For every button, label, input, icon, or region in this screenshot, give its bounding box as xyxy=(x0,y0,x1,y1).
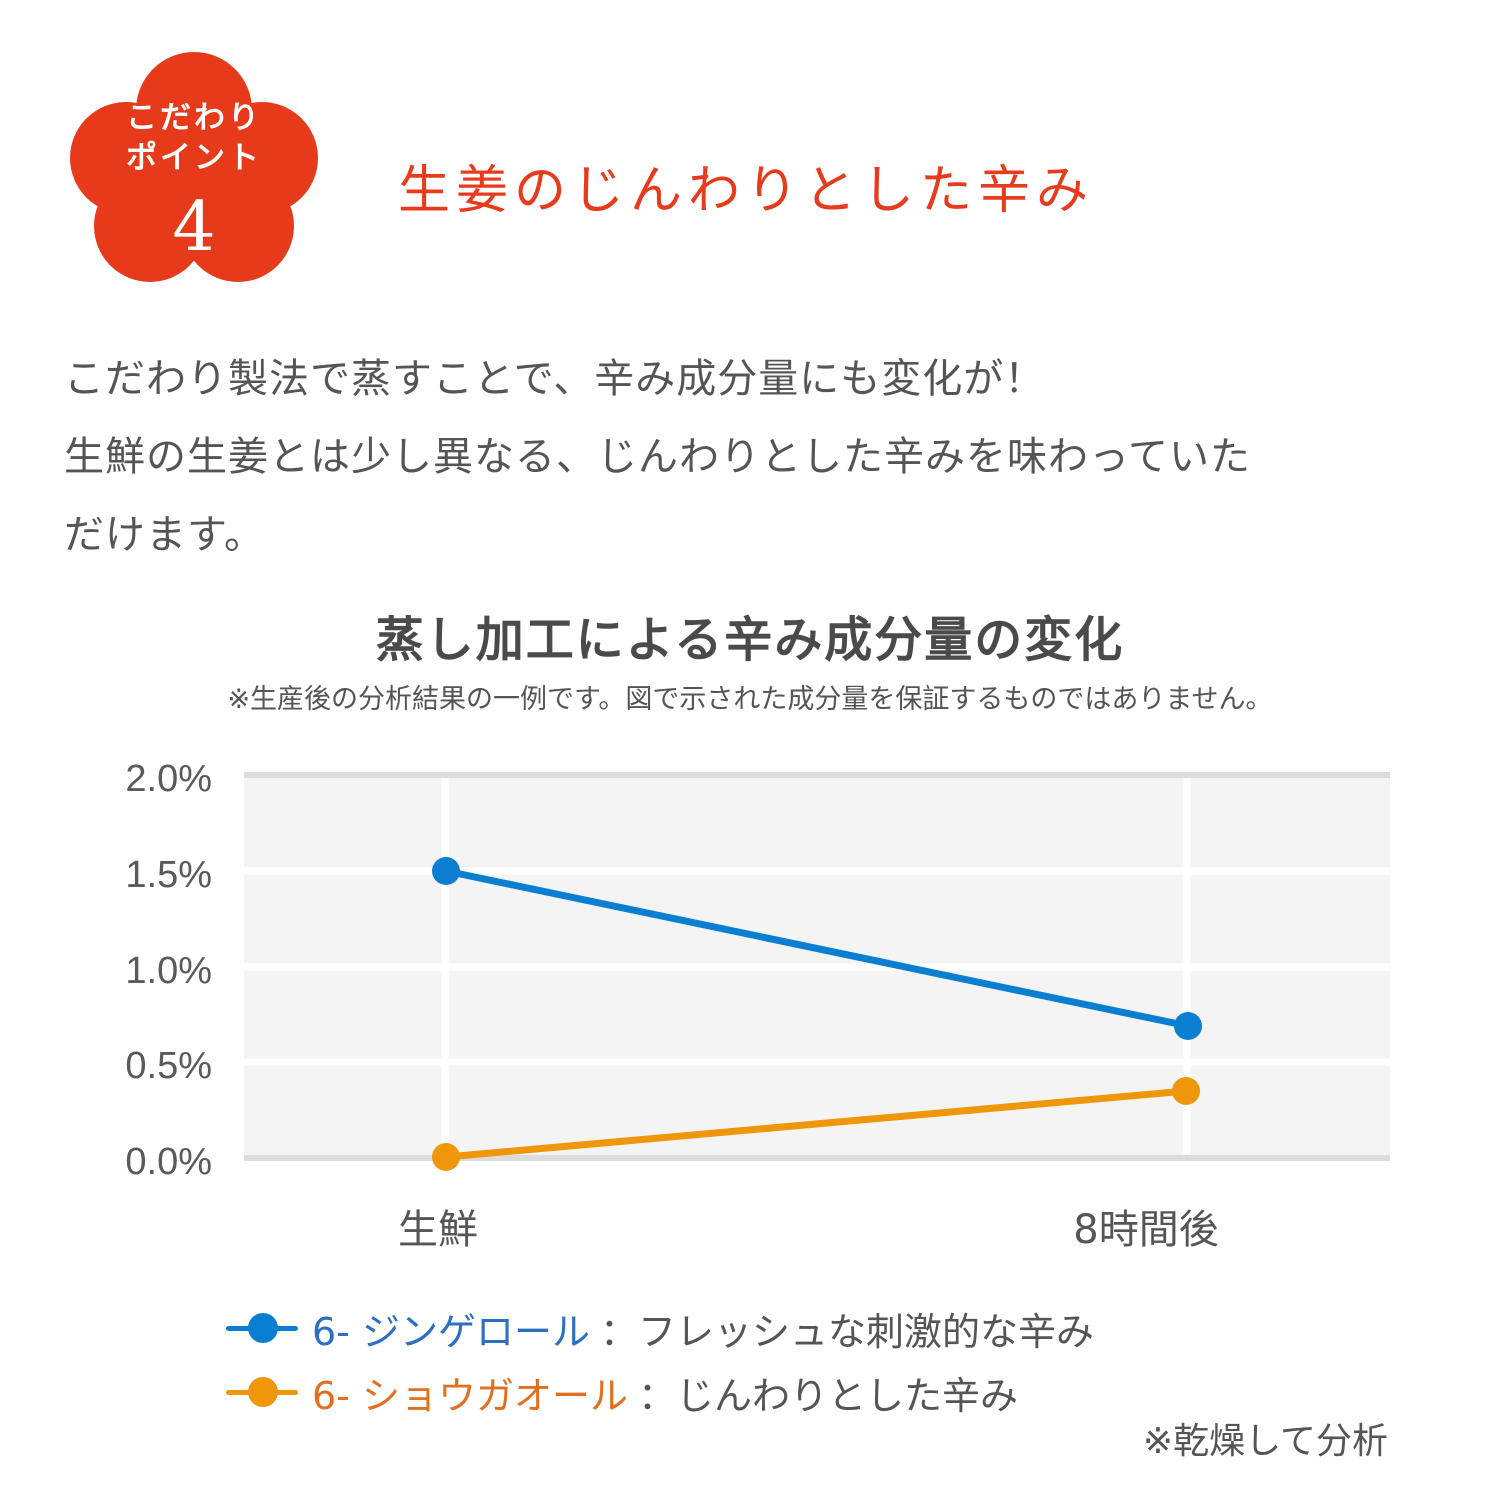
badge-label-line1: こだわり xyxy=(126,100,262,136)
legend-name: 6- ジンゲロール xyxy=(312,1309,590,1354)
legend-item-gingerol: 6- ジンゲロール ： フレッシュな刺激的な辛み xyxy=(226,1296,1094,1360)
x-tick: 生鮮 xyxy=(398,1207,478,1253)
legend-item-shogaol: 6- ショウガオール ： じんわりとした辛み xyxy=(226,1360,1094,1424)
line-marker-icon xyxy=(226,1313,298,1343)
series-gingerol xyxy=(432,857,1202,1040)
y-tick: 1.0% xyxy=(125,950,212,992)
legend-description: じんわりとした辛み xyxy=(675,1373,1018,1418)
y-tick: 1.5% xyxy=(125,854,212,896)
data-point xyxy=(1174,1012,1202,1040)
legend-name: 6- ショウガオール xyxy=(312,1373,628,1418)
series-shogaol xyxy=(432,1077,1200,1171)
badge-label: こだわり ポイント xyxy=(68,98,320,178)
data-point xyxy=(432,1143,460,1171)
legend-description: フレッシュな刺激的な辛み xyxy=(637,1309,1094,1354)
footnote: ※乾燥して分析 xyxy=(1142,1421,1388,1462)
line-chart: 2.0% 1.5% 1.0% 0.5% 0.0% 生鮮 8時間後 xyxy=(125,758,1390,1253)
chart-disclaimer: ※生産後の分析結果の一例です。図で示された成分量を保証するものではありません。 xyxy=(227,684,1273,715)
intro-line: だけます。 xyxy=(64,512,265,558)
y-axis-ticks: 2.0% 1.5% 1.0% 0.5% 0.0% xyxy=(125,758,212,1183)
data-point xyxy=(432,857,460,885)
y-tick: 2.0% xyxy=(125,758,212,800)
headline: 生姜のじんわりとした辛み xyxy=(398,161,1095,221)
point-badge: こだわり ポイント 4 xyxy=(68,48,320,288)
intro-paragraph: こだわり製法で蒸すことで、辛み成分量にも変化が！ 生鮮の生姜とは少し異なる、じん… xyxy=(64,340,1484,574)
intro-line: こだわり製法で蒸すことで、辛み成分量にも変化が！ xyxy=(64,356,1046,402)
badge-label-line2: ポイント xyxy=(126,140,262,176)
line-marker-icon xyxy=(226,1377,298,1407)
legend-separator: ： xyxy=(599,1309,638,1354)
flower-badge-shape xyxy=(70,52,318,282)
x-axis-ticks: 生鮮 8時間後 xyxy=(398,1207,1219,1253)
y-tick: 0.5% xyxy=(125,1045,212,1087)
intro-line: 生鮮の生姜とは少し異なる、じんわりとした辛みを味わっていた xyxy=(64,434,1251,480)
legend-separator: ： xyxy=(637,1373,676,1418)
x-tick: 8時間後 xyxy=(1073,1207,1218,1253)
y-tick: 0.0% xyxy=(125,1141,212,1183)
badge-number: 4 xyxy=(172,188,216,267)
chart-legend: 6- ジンゲロール ： フレッシュな刺激的な辛み 6- ショウガオール ： じん… xyxy=(226,1296,1094,1424)
chart-title: 蒸し加工による辛み成分量の変化 xyxy=(375,612,1125,668)
data-point xyxy=(1172,1077,1200,1105)
